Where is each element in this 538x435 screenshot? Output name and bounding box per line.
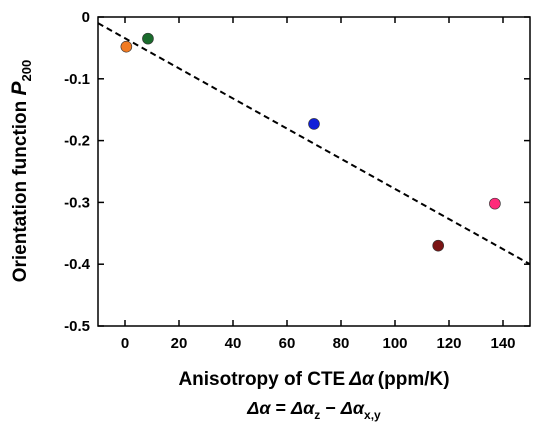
formula-equals: = (271, 398, 292, 418)
formula-term1: Δα (290, 398, 315, 418)
y-axis-title: Orientation function P200 (8, 60, 34, 283)
y-tick-label: -0.4 (64, 256, 91, 273)
x-tick-label: 100 (382, 335, 407, 352)
x-axis-title-symbol: Δα (348, 369, 375, 390)
x-tick-label: 20 (171, 335, 188, 352)
y-axis-title-symbol: P (8, 80, 31, 95)
y-tick-label: -0.2 (64, 133, 90, 150)
trend-line (97, 22, 531, 266)
y-tick-label: -0.1 (64, 71, 90, 88)
x-tick-label: 40 (225, 335, 242, 352)
formula-term2: Δα (340, 398, 365, 418)
formula-sub2: x,y (364, 408, 381, 422)
data-point (489, 197, 501, 210)
data-point (142, 32, 154, 45)
y-axis-ticks: 0 -0.1 -0.2 -0.3 -0.4 -0.5 (64, 9, 530, 335)
formula-minus: − (320, 398, 341, 418)
x-tick-label: 80 (333, 335, 350, 352)
plot-area-frame (97, 16, 531, 327)
x-tick-label: 60 (279, 335, 296, 352)
formula-sub1: z (314, 408, 320, 422)
y-axis-title-main: Orientation function (10, 95, 31, 282)
delta-alpha-formula: Δα = Δαz − Δαx,y (246, 398, 381, 422)
y-tick-label: 0 (82, 9, 90, 26)
y-tick-label: -0.3 (64, 194, 90, 211)
y-tick-label: -0.5 (64, 318, 90, 335)
x-axis-ticks: 0 20 40 60 80 100 120 140 (121, 17, 516, 352)
x-axis-title-unit: (ppm/K) (378, 369, 450, 390)
data-points (120, 32, 501, 252)
data-point (432, 239, 445, 252)
formula-lhs: Δα (246, 398, 271, 418)
x-axis-title-prefix: Anisotropy of CTE (178, 369, 345, 390)
x-tick-label: 120 (436, 335, 461, 352)
x-tick-label: 0 (121, 335, 129, 352)
data-point (120, 40, 133, 53)
y-axis-title-subscript: 200 (19, 60, 34, 82)
x-axis-title: Anisotropy of CTE Δα (ppm/K) (178, 369, 449, 390)
x-tick-label: 140 (490, 335, 515, 352)
data-point (308, 118, 320, 130)
